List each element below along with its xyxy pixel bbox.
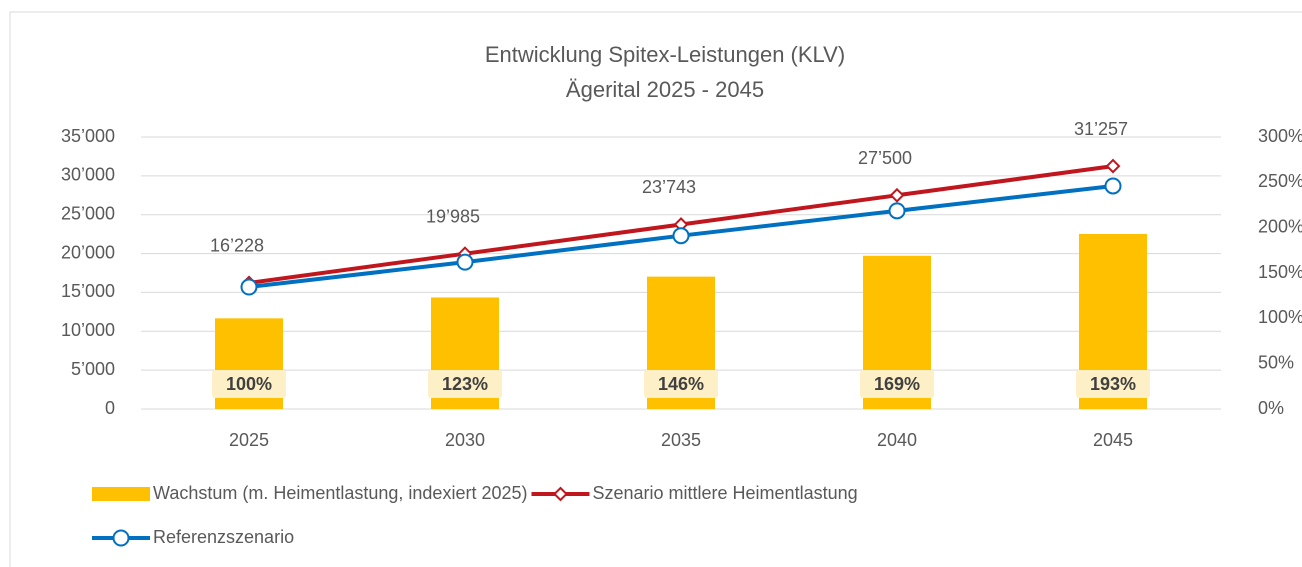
legend-label: Wachstum (m. Heimentlastung, indexiert 2… [153, 483, 527, 503]
marker [240, 278, 258, 296]
bar-label: 146% [658, 374, 704, 394]
marker [553, 486, 568, 502]
data-label: 19’985 [426, 206, 480, 226]
data-label: 16’228 [210, 236, 264, 256]
bar-label: 100% [226, 374, 272, 394]
label-box [644, 370, 718, 398]
x-tick-label: 2035 [661, 430, 701, 450]
marker [1104, 177, 1122, 195]
marker [888, 202, 906, 220]
label-box [428, 370, 502, 398]
y-tick-label: 0 [105, 398, 115, 418]
legend-label: Szenario mittlere Heimentlastung [592, 483, 857, 503]
x-tick-label: 2045 [1093, 430, 1133, 450]
bar-label: 169% [874, 374, 920, 394]
y-tick-label: 15’000 [61, 281, 115, 301]
y2-tick-label: 0% [1258, 398, 1284, 418]
legend-swatch [92, 487, 150, 501]
chart-subtitle: Ägerital 2025 - 2045 [566, 77, 764, 102]
data-label: 27’500 [858, 148, 912, 168]
y-tick-label: 25’000 [61, 203, 115, 223]
marker [889, 187, 905, 203]
label-box [860, 370, 934, 398]
data-label: 31’257 [1074, 119, 1128, 139]
y-tick-label: 10’000 [61, 320, 115, 340]
y2-tick-label: 200% [1258, 216, 1302, 236]
y2-tick-label: 150% [1258, 262, 1302, 282]
data-label: 23’743 [642, 177, 696, 197]
y-tick-label: 35’000 [61, 126, 115, 146]
marker [1105, 158, 1121, 174]
y2-tick-label: 50% [1258, 352, 1294, 372]
marker [112, 529, 130, 547]
bar-label: 123% [442, 374, 488, 394]
y-tick-label: 30’000 [61, 165, 115, 185]
bar-label: 193% [1090, 374, 1136, 394]
y2-tick-label: 250% [1258, 171, 1302, 191]
marker [672, 227, 690, 245]
x-tick-label: 2025 [229, 430, 269, 450]
y2-tick-label: 300% [1258, 126, 1302, 146]
chart-border [9, 11, 1302, 567]
y-tick-label: 5’000 [71, 359, 115, 379]
legend-label: Referenzszenario [153, 527, 294, 547]
x-tick-label: 2040 [877, 430, 917, 450]
y2-tick-label: 100% [1258, 307, 1302, 327]
label-box [212, 370, 286, 398]
x-tick-label: 2030 [445, 430, 485, 450]
y-tick-label: 20’000 [61, 242, 115, 262]
marker [456, 253, 474, 271]
label-box [1076, 370, 1150, 398]
chart-title: Entwicklung Spitex-Leistungen (KLV) [485, 42, 845, 67]
